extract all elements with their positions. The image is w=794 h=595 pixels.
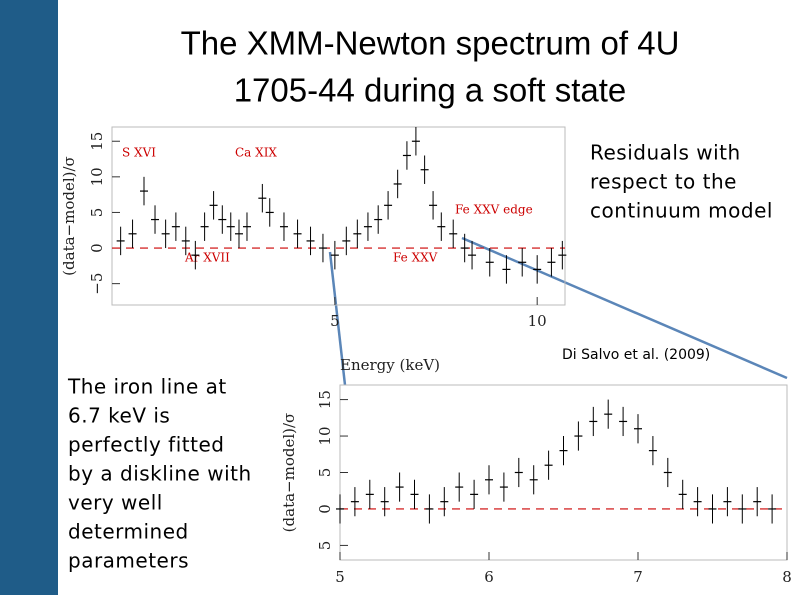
plot-frame	[111, 126, 566, 306]
x-tick-label: 6	[484, 568, 494, 586]
x-tick-label: 5	[335, 568, 345, 586]
iron-note-line: determined	[68, 520, 189, 544]
y-tick-label: 5	[88, 208, 106, 218]
iron-note-line: The iron line at	[67, 375, 227, 399]
annotation: Ca XIX	[235, 146, 277, 160]
x-tick-label: 5	[330, 312, 340, 330]
title-line: 1705-44 during a soft state	[234, 72, 627, 109]
residuals-note: respect to the	[590, 170, 737, 194]
y-tick-label: 5	[316, 468, 334, 478]
y-tick-label: −5	[88, 273, 106, 295]
y-tick-label: 0	[88, 243, 106, 253]
annotation: S XVI	[122, 146, 156, 160]
y-tick-label: 0	[316, 504, 334, 514]
annotation: Fe XXV edge	[455, 203, 533, 217]
y-axis-label: (data−model)/σ	[60, 156, 78, 276]
iron-note-line: by a diskline with	[68, 462, 252, 486]
iron-note-line: 6.7 keV is	[68, 404, 170, 428]
plot-frame	[339, 384, 788, 561]
y-tick-label: 5	[316, 541, 334, 551]
citation: Di Salvo et al. (2009)	[562, 347, 710, 363]
annotation: Ar XVII	[184, 251, 230, 265]
connector	[328, 251, 347, 386]
side-band	[0, 0, 58, 595]
plot: 5 0 5 10 15 5 6 7 8 (data−model)/σ	[280, 384, 792, 586]
connector	[461, 236, 788, 380]
y-tick-label: 10	[316, 426, 334, 445]
y-tick-label: 15	[316, 390, 334, 409]
iron-note: The iron line at 6.7 keV is perfectly fitt…	[67, 375, 252, 573]
x-tick-label: 10	[528, 312, 547, 330]
x-tick-label: 8	[782, 568, 792, 586]
iron-note-line: very well	[68, 491, 163, 515]
residuals-note: continuum model	[590, 199, 773, 223]
y-tick-label: 15	[88, 132, 106, 151]
residuals-note: Residuals with	[590, 141, 741, 165]
iron-note-line: perfectly fitted	[68, 433, 224, 457]
header	[58, 0, 794, 122]
y-tick-label: 10	[88, 167, 106, 186]
iron-note-line: parameters	[68, 549, 189, 573]
plot: −5 0 5 10 15 5 10 Energy (keV) (data−model)/σ S X…	[60, 126, 567, 374]
annotation: Fe XXV	[393, 251, 438, 265]
title-line: The XMM-Newton spectrum of 4U	[181, 25, 680, 62]
y-axis-label: (data−model)/σ	[280, 413, 298, 533]
x-axis-label: Energy (keV)	[340, 356, 440, 374]
x-tick-label: 7	[633, 568, 643, 586]
